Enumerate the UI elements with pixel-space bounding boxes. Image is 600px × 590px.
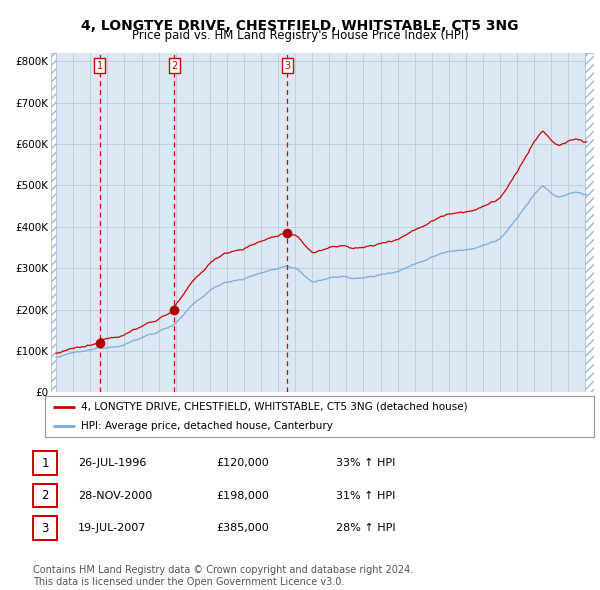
Text: 26-JUL-1996: 26-JUL-1996 (78, 458, 146, 468)
Text: 19-JUL-2007: 19-JUL-2007 (78, 523, 146, 533)
Text: Contains HM Land Registry data © Crown copyright and database right 2024.
This d: Contains HM Land Registry data © Crown c… (33, 565, 413, 587)
Text: Price paid vs. HM Land Registry's House Price Index (HPI): Price paid vs. HM Land Registry's House … (131, 30, 469, 42)
Text: £385,000: £385,000 (216, 523, 269, 533)
Text: 33% ↑ HPI: 33% ↑ HPI (336, 458, 395, 468)
Text: 2: 2 (41, 489, 49, 502)
Text: 4, LONGTYE DRIVE, CHESTFIELD, WHITSTABLE, CT5 3NG: 4, LONGTYE DRIVE, CHESTFIELD, WHITSTABLE… (81, 19, 519, 33)
Text: 1: 1 (97, 61, 103, 71)
Text: £120,000: £120,000 (216, 458, 269, 468)
Text: HPI: Average price, detached house, Canterbury: HPI: Average price, detached house, Cant… (80, 421, 332, 431)
Text: 28-NOV-2000: 28-NOV-2000 (78, 491, 152, 500)
Text: £198,000: £198,000 (216, 491, 269, 500)
Text: 2: 2 (171, 61, 177, 71)
Text: 31% ↑ HPI: 31% ↑ HPI (336, 491, 395, 500)
Text: 4, LONGTYE DRIVE, CHESTFIELD, WHITSTABLE, CT5 3NG (detached house): 4, LONGTYE DRIVE, CHESTFIELD, WHITSTABLE… (80, 402, 467, 412)
Text: 28% ↑ HPI: 28% ↑ HPI (336, 523, 395, 533)
Text: 3: 3 (41, 522, 49, 535)
Text: 1: 1 (41, 457, 49, 470)
Text: 3: 3 (284, 61, 290, 71)
